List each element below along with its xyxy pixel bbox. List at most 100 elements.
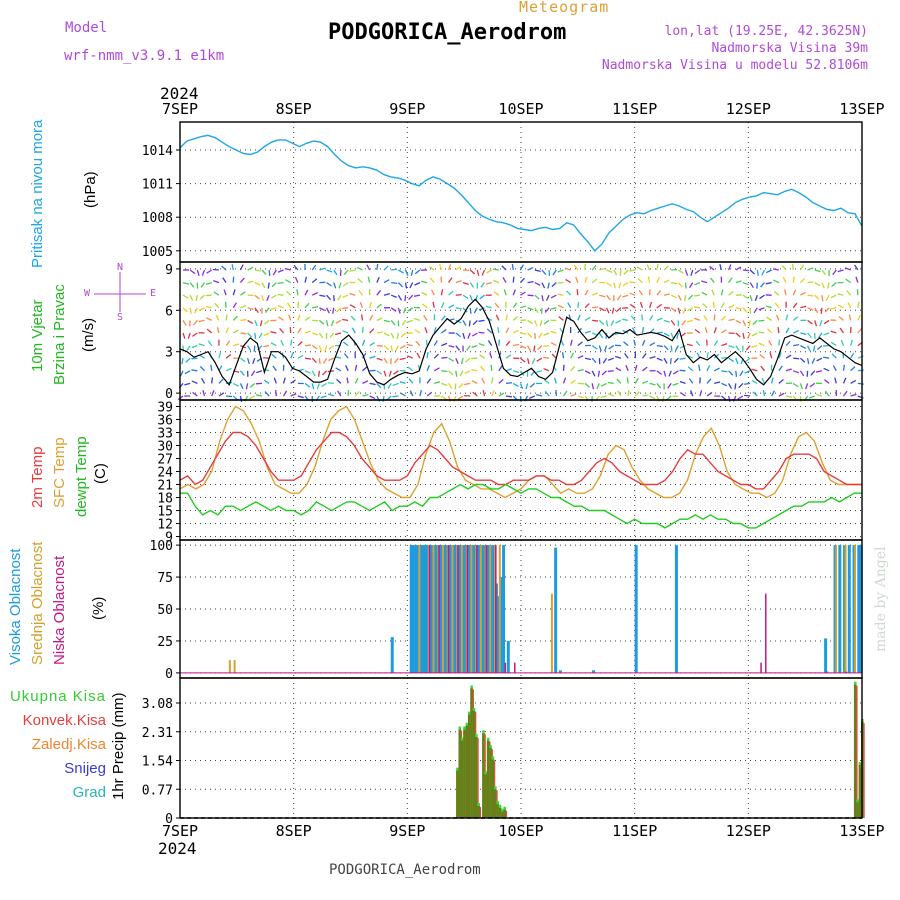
wind-vector (747, 332, 751, 339)
wind-vector (369, 301, 372, 308)
wind-label-3: (m/s) (80, 317, 97, 352)
wind-vector (336, 307, 342, 313)
wind-vector (397, 307, 401, 314)
cloud-bar-low (438, 545, 440, 673)
wind-vector (354, 391, 360, 397)
wind-vector (738, 382, 744, 389)
wind-vector (584, 316, 591, 321)
wind-vector (543, 379, 550, 384)
wind-vector (247, 345, 252, 352)
wind-vector (758, 331, 765, 334)
wind-vector (605, 320, 609, 327)
wind-vector (391, 268, 398, 271)
wind-vector (440, 315, 446, 321)
wind-vector (670, 345, 673, 352)
wind-vector (742, 332, 745, 339)
wind-vector (709, 265, 715, 271)
cloud-bar-mid (470, 545, 473, 673)
wind-vector (807, 332, 812, 339)
wind-vector (567, 302, 572, 309)
wind-vector (328, 345, 335, 350)
wind-vector (440, 289, 444, 296)
wind-vector (247, 319, 254, 324)
wind-vector (749, 269, 755, 275)
cloud-bar-high (421, 545, 425, 673)
y-tick-label: 6 (165, 304, 173, 319)
wind-vector (486, 269, 493, 274)
pressure-label-2: (hPa) (82, 171, 99, 208)
wind-vector (481, 377, 486, 384)
wind-vector (564, 267, 571, 271)
wind-vector (758, 342, 765, 347)
dewpt-line (180, 483, 862, 529)
wind-vector (566, 290, 572, 296)
wind-vector (246, 358, 250, 365)
wind-vector (361, 314, 364, 321)
precip-bar-conv-edge (480, 807, 482, 818)
wind-vector (721, 382, 728, 387)
wind-vector (349, 292, 356, 296)
wind-vector (505, 368, 512, 372)
wind-vector (448, 304, 455, 309)
wind-vector (383, 279, 390, 284)
wind-vector (543, 356, 550, 359)
wind-vector (642, 394, 649, 397)
y-tick-label: 0.77 (142, 783, 173, 798)
wind-vector (799, 264, 805, 271)
wind-vector (455, 332, 461, 338)
wind-vector (629, 292, 636, 296)
wind-vector (232, 302, 237, 309)
cloud-bar-high (857, 545, 861, 673)
wind-vector (810, 370, 816, 376)
wind-vector (819, 320, 823, 327)
precip-bar-conv (496, 804, 499, 818)
wind-vector (599, 294, 606, 298)
wind-vector (728, 357, 735, 362)
wind-vector (607, 393, 614, 397)
wind-vector (390, 307, 397, 312)
wind-vector (247, 332, 253, 338)
credit-watermark: made by Angel (873, 546, 889, 653)
wind-vector (519, 383, 524, 390)
wind-vector (264, 319, 270, 325)
wind-vector (727, 264, 732, 271)
wind-vector (317, 370, 321, 377)
wind-vector (679, 345, 686, 349)
wind-vector (776, 314, 780, 321)
wind-vector (321, 382, 327, 388)
wind-vector (806, 345, 811, 352)
cloud-bar-low (504, 662, 507, 673)
cloud-bar-high (419, 545, 423, 673)
wind-vector (366, 264, 371, 271)
wind-vector (297, 341, 303, 347)
wind-vector (275, 389, 277, 397)
wind-vector (591, 357, 597, 364)
wind-vector (503, 289, 507, 296)
wind-vector (218, 392, 225, 397)
wind-vector (362, 380, 369, 384)
wind-vector (216, 327, 220, 334)
wind-vector (815, 370, 823, 373)
wind-vector (206, 317, 212, 321)
cloud-bar-mid (844, 545, 847, 673)
wind-vector (441, 342, 448, 347)
wind-vector (527, 266, 534, 271)
wind-vector (332, 307, 335, 314)
wind-vector (312, 332, 319, 336)
cloud-bar-high (838, 545, 842, 673)
precip-bar-conv (472, 710, 476, 818)
wind-vector (459, 370, 464, 377)
wind-vector (565, 278, 572, 284)
wind-vector (734, 383, 737, 390)
wind-vector (534, 294, 540, 300)
wind-vector (759, 354, 765, 359)
wind-vector (263, 368, 270, 372)
wind-vector (774, 302, 780, 309)
wind-vector (404, 282, 408, 289)
wind-vector (552, 269, 557, 276)
wind-vector (493, 291, 500, 296)
wind-vector (837, 293, 844, 296)
wind-vector (742, 281, 749, 286)
wind-vector (419, 390, 423, 397)
legend-total-precip: Ukupna Kisa (9, 688, 106, 705)
